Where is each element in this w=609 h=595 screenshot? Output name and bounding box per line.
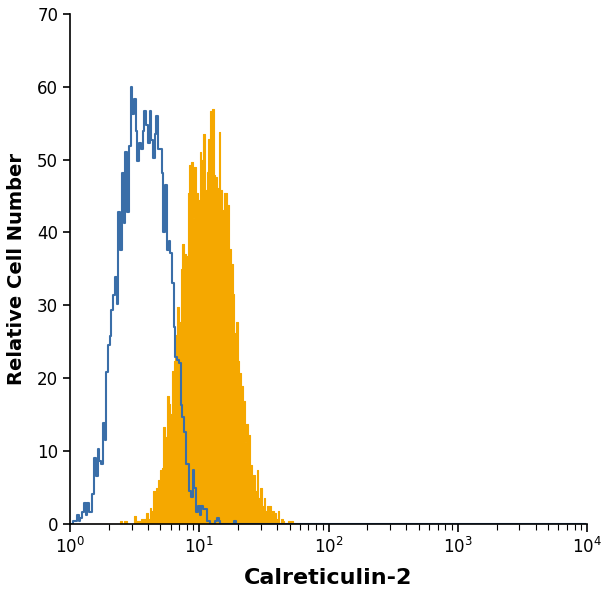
Y-axis label: Relative Cell Number: Relative Cell Number [7, 153, 26, 385]
X-axis label: Calreticulin-2: Calreticulin-2 [244, 568, 413, 588]
